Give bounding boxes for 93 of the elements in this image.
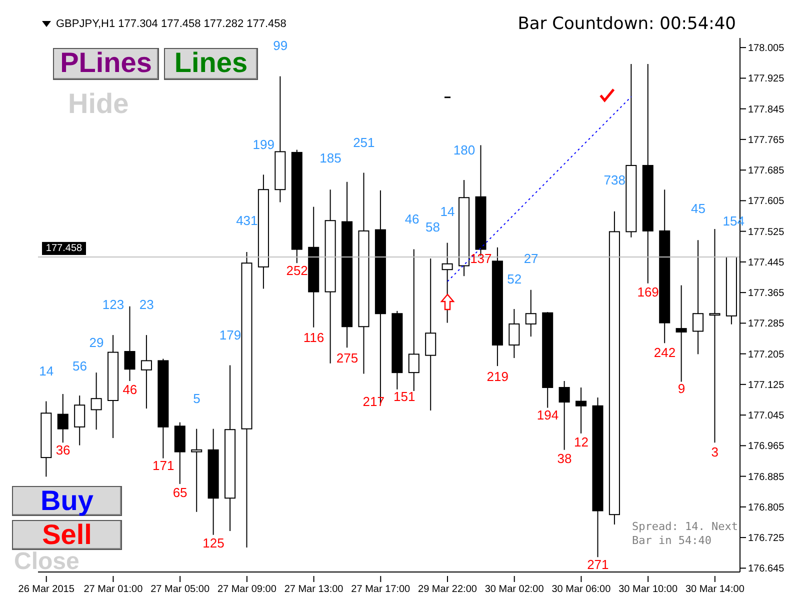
annotation: 12 [574,434,588,450]
y-tick-label: 177.845 [748,104,785,116]
y-tick-label: 177.605 [748,196,785,208]
annotation: 185 [320,150,342,166]
y-tick-label: 177.125 [748,380,785,391]
annotation: 3 [711,444,719,460]
annotation: 271 [587,556,609,572]
annotation: Lines [164,47,258,80]
x-tick-label: 30 Mar 14:00 [685,584,745,595]
x-tick-label: 27 Mar 13:00 [284,584,344,595]
candlestick [692,240,704,355]
annotation: 99 [273,38,288,54]
candlestick [140,334,152,410]
chart-title: GBPJPY,H1 177.304 177.458 177.282 177.458 [56,18,286,30]
x-tick-label: 30 Mar 02:00 [484,584,544,595]
y-tick-label: 177.925 [748,74,785,85]
candlestick [709,228,720,444]
y-tick-label: 177.685 [748,166,785,177]
annotation: 58 [426,220,440,235]
text: Bar Countdown: 00:54:40 [518,14,736,34]
annotation: 251 [353,135,375,150]
annotation: 116 [303,330,324,346]
annotation: 46 [122,382,138,397]
annotation: 123 [102,296,124,312]
y-tick-label: 176.645 [748,564,785,575]
annotation: 52 [507,271,522,286]
x-tick-label: 27 Mar 17:00 [351,584,411,595]
candlestick [57,394,68,444]
annotation: 199 [252,136,274,152]
annotation: 46 [404,212,420,227]
candlestick [408,248,420,392]
annotation: Buy [12,485,122,516]
annotation: 194 [536,408,559,423]
annotation: Spread: 14. Next Bar in 54:40 [632,520,739,548]
annotation: 180 [453,142,476,158]
y-tick-label: 177.445 [748,257,785,268]
y-tick-label: 176.725 [748,533,785,544]
annotation: PLines [53,47,159,80]
y-tick-label: 177.365 [748,288,785,300]
y-tick-label: 176.885 [748,472,785,483]
annotation: 137 [470,250,492,266]
y-tick-label: 177.765 [748,134,785,146]
candlestick [425,258,436,411]
annotation: 45 [690,201,706,216]
candlestick [191,428,202,512]
annotation: 65 [172,484,188,500]
candlestick [124,306,136,382]
annotation: 171 [152,458,174,474]
annotation: 219 [486,368,508,384]
annotation: 242 [654,344,676,360]
annotation: 431 [236,213,258,228]
y-tick-label: 178.005 [748,43,785,54]
annotation: 179 [219,328,242,343]
annotation: 36 [56,442,70,458]
annotation: 23 [139,296,154,312]
x-tick-label: 29 Mar 22:00 [418,584,478,595]
annotation: 29 [89,334,104,350]
candlestick [442,242,453,324]
x-tick-label: 27 Mar 01:00 [84,584,144,595]
annotation: 9 [678,380,686,396]
annotation: 275 [336,350,358,366]
x-tick-label: 27 Mar 05:00 [150,584,210,595]
annotation: Sell [12,519,122,550]
annotation: 125 [202,535,224,550]
candlestick [74,395,86,446]
y-tick-label: 176.805 [748,502,785,514]
candlestick [676,284,687,382]
x-tick-label: 27 Mar 09:00 [217,584,277,595]
annotation: 14 [39,364,54,379]
annotation: 5 [193,391,200,406]
candlestick [558,380,570,450]
annotation: 169 [637,284,659,300]
y-tick-label: 176.965 [748,441,785,452]
ref-line-label: 177.458 [46,242,83,254]
candlestick [508,308,520,359]
annotation: 151 [394,389,416,404]
y-tick-label: 177.525 [748,226,785,238]
candlestick [90,372,102,430]
annotation: 56 [72,358,88,374]
annotation: 252 [286,262,308,278]
annotation: 14 [440,204,455,219]
annotation: 738 [604,172,626,188]
x-tick-label: 26 Mar 2015 [18,584,75,595]
y-tick-label: 177.045 [748,410,785,422]
candlestick [525,289,536,338]
annotation: 27 [524,250,538,266]
y-tick-label: 177.205 [748,349,785,360]
annotation: 38 [557,450,572,466]
annotation: 217 [362,394,384,409]
y-tick-label: 177.285 [748,318,785,330]
candlestick [576,386,587,434]
x-tick-label: 30 Mar 10:00 [618,584,678,595]
x-tick-label: 30 Mar 06:00 [552,584,612,595]
